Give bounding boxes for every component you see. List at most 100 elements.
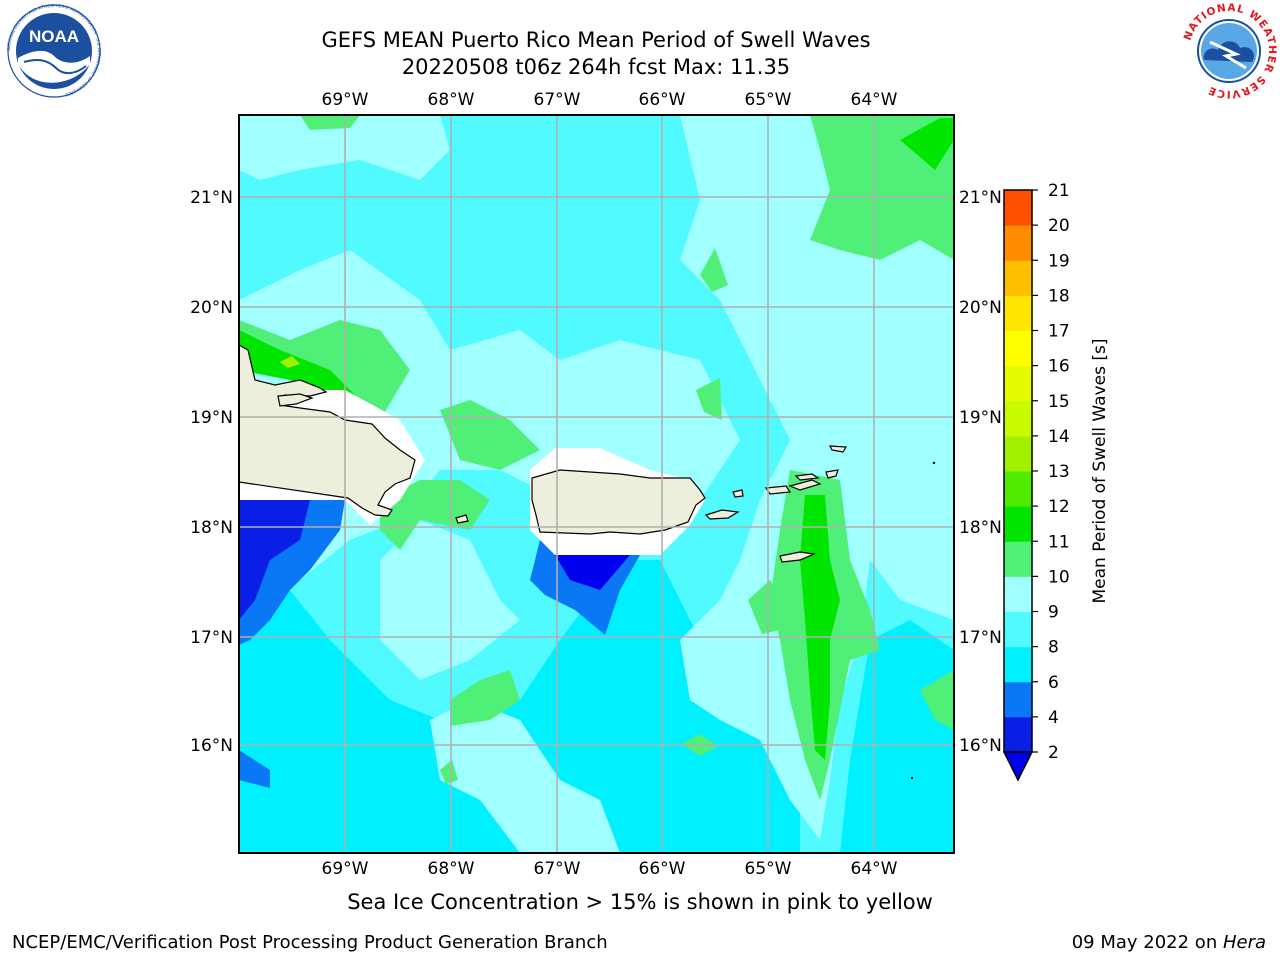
field-8-9-southwest [430, 700, 620, 853]
colorbar-tick-label: 12 [1048, 497, 1070, 517]
island-st-thomas [764, 485, 792, 495]
field-4-6-southeast [840, 620, 954, 853]
lon-label-top: 65°W [745, 90, 792, 110]
colorbar-tick-label: 15 [1048, 392, 1070, 412]
island-tortola [794, 473, 820, 481]
lon-label-bottom: 66°W [639, 859, 686, 879]
colorbar-tick-label: 19 [1048, 251, 1070, 271]
field-9-10-blob-b [748, 580, 790, 634]
footer-host: Hera [1222, 932, 1266, 953]
colorbar-under-triangle [1002, 751, 1034, 782]
field-4-6-south [239, 560, 800, 853]
field-9-10-blob-e [696, 378, 722, 420]
field-9-10-southpr [380, 480, 490, 550]
lon-label-bottom: 69°W [322, 859, 369, 879]
field-10-11-northeast [900, 118, 954, 170]
lon-label-top: 69°W [322, 90, 369, 110]
noaa-logo-text: NOAA [29, 27, 79, 46]
colorbar-segment [1004, 225, 1032, 261]
lon-label-bottom: 68°W [428, 859, 475, 879]
colorbar-tick-label: 9 [1048, 603, 1059, 623]
colorbar-tick-label: 16 [1048, 357, 1070, 377]
island-dot-a [932, 461, 936, 465]
chart-title: GEFS MEAN Puerto Rico Mean Period of Swe… [321, 28, 871, 52]
colorbar-tick-label: 2 [1048, 743, 1059, 763]
map-gridlines [239, 115, 954, 853]
colorbar-label: Mean Period of Swell Waves [s] [1090, 339, 1110, 604]
lat-label-right: 20°N [959, 298, 1002, 318]
lon-label-top: 68°W [428, 90, 475, 110]
map-field [239, 115, 954, 853]
sea-ice-caption: Sea Ice Concentration > 15% is shown in … [0, 890, 1280, 914]
footer-credit: NCEP/EMC/Verification Post Processing Pr… [12, 932, 608, 953]
noaa-logo-icon: NOAA NATIONAL OCEANIC AND ATMOSPHERIC AD… [6, 4, 102, 98]
lat-label-left: 20°N [190, 298, 233, 318]
field-9-10-blob-a [450, 670, 520, 726]
footer-date-text: 09 May 2022 on [1071, 932, 1223, 953]
lat-label-left: 17°N [190, 628, 233, 648]
colorbar-segment [1004, 576, 1032, 612]
lon-label-bottom: 67°W [534, 859, 581, 879]
lon-labels-bottom: 69°W 68°W 67°W 66°W 65°W 64°W [322, 859, 898, 879]
lat-label-right: 18°N [959, 518, 1002, 538]
island-mona [455, 514, 469, 524]
island-culebra [732, 489, 744, 498]
field-8-9-mid [380, 520, 520, 680]
lon-label-top: 64°W [851, 90, 898, 110]
field-10-11-eastband [800, 495, 840, 760]
lat-label-left: 19°N [190, 408, 233, 428]
colorbar-tick-label: 6 [1048, 673, 1059, 693]
field-below-2-southpr [555, 555, 630, 590]
colorbar-segment [1004, 295, 1032, 331]
colorbar-segment [1004, 190, 1032, 226]
colorbar-segment [1004, 646, 1032, 683]
colorbar-tick-label: 4 [1048, 708, 1059, 728]
field-below-2-west [239, 500, 310, 620]
colorbar-tick-label: 14 [1048, 427, 1070, 447]
island-virgin-gorda [825, 469, 839, 479]
colorbar-segment [1004, 716, 1032, 753]
nws-logo-icon: NATIONAL WEATHER SERVICE [1182, 2, 1277, 100]
map-frame [238, 114, 955, 854]
lat-label-left: 21°N [190, 188, 233, 208]
land-puerto-rico [531, 469, 706, 535]
island-st-croix [779, 551, 817, 563]
lat-label-left: 16°N [190, 736, 233, 756]
colorbar-tick-label: 18 [1048, 286, 1070, 306]
colorbar-tick-label: 11 [1048, 532, 1070, 552]
land-hispaniola [239, 344, 416, 517]
colorbar-segment [1004, 400, 1032, 437]
colorbar-segment [1004, 365, 1032, 402]
footer-date: 09 May 2022 on Hera [1072, 932, 1266, 953]
field-2-4-southwest [239, 750, 270, 788]
colorbar-tick-label: 20 [1048, 216, 1070, 236]
lon-labels-top: 69°W 68°W 67°W 66°W 65°W 64°W [322, 90, 898, 110]
lat-label-right: 17°N [959, 628, 1002, 648]
island-vieques [704, 509, 740, 520]
field-9-10-blob-d [700, 248, 728, 292]
colorbar-tick-label: 13 [1048, 462, 1070, 482]
lat-label-right: 19°N [959, 408, 1002, 428]
colorbar: 21 20 19 18 17 16 15 14 13 12 11 10 9 8 6 4 2 [1002, 181, 1070, 782]
lon-label-top: 66°W [639, 90, 686, 110]
colorbar-segment [1004, 260, 1032, 296]
lon-label-bottom: 65°W [745, 859, 792, 879]
lon-label-top: 67°W [534, 90, 581, 110]
field-11-12-patch [280, 356, 300, 368]
chart-subtitle: 20220508 t06z 264h fcst Max: 11.35 [401, 55, 791, 79]
colorbar-segment [1004, 611, 1032, 648]
colorbar-segment [1004, 681, 1032, 718]
land-hispaniola-peninsula [277, 393, 314, 407]
colorbar-segment [1004, 471, 1032, 507]
island-st-john [788, 479, 822, 491]
colorbar-tick-label: 10 [1048, 567, 1070, 587]
colorbar-tick-label: 8 [1048, 638, 1059, 658]
lat-label-right: 21°N [959, 188, 1002, 208]
island-anegada [828, 445, 848, 453]
island-dot-b [910, 776, 914, 780]
colorbar-segment [1004, 541, 1032, 577]
lat-label-left: 18°N [190, 518, 233, 538]
lat-labels-right: 21°N 20°N 19°N 18°N 17°N 16°N [959, 188, 1002, 756]
